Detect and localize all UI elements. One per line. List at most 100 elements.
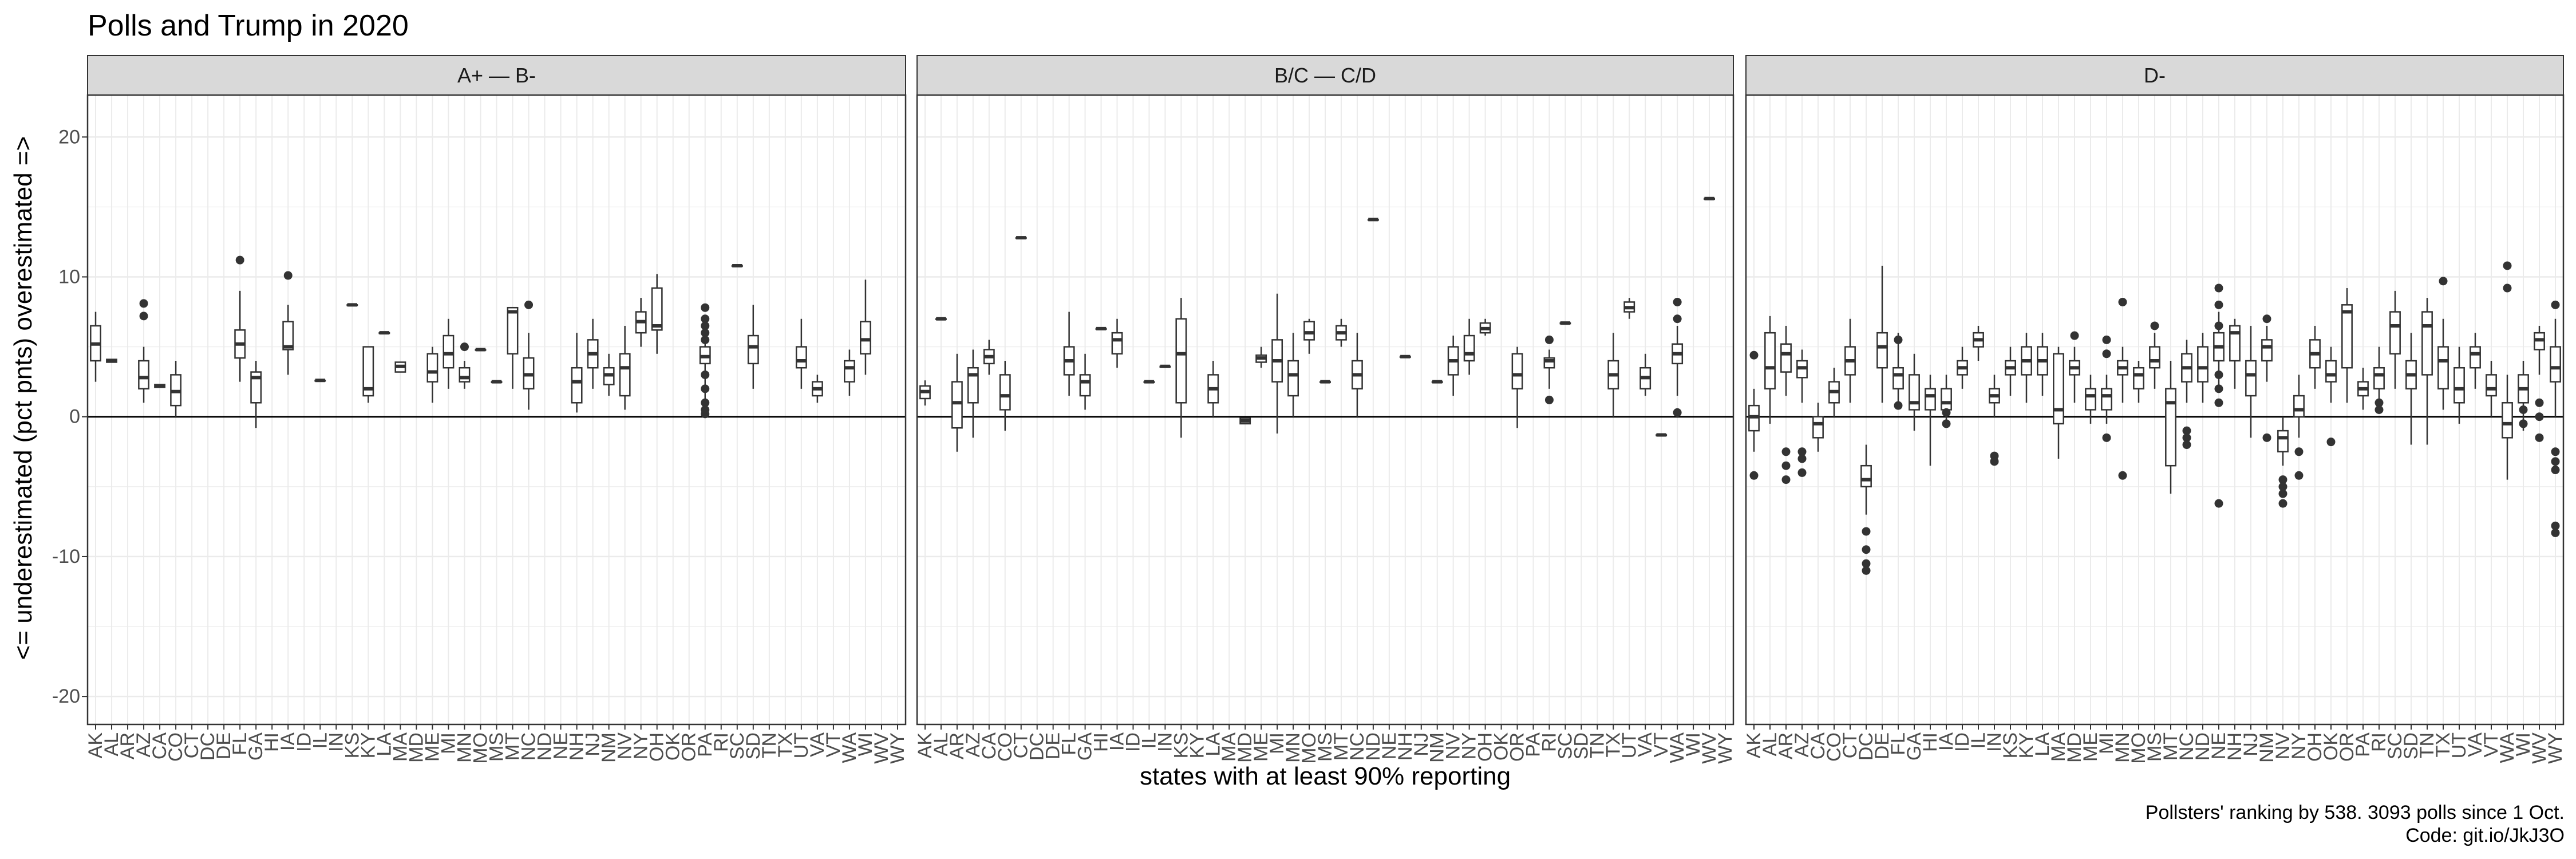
- x-tick-label-HI: HI: [1919, 732, 1941, 752]
- y-axis-label: <= underestimated (pct pnts) overestimat…: [9, 136, 37, 660]
- outlier-point: [1749, 350, 1759, 360]
- x-tick-label-LA: LA: [1202, 732, 1224, 756]
- box-iqr: [2373, 367, 2385, 390]
- box-iqr: [2277, 430, 2289, 453]
- box-iqr: [362, 346, 374, 397]
- outlier-point: [1797, 447, 1807, 456]
- x-tick-label-WV: WV: [871, 732, 892, 764]
- outlier-point: [2118, 471, 2127, 480]
- boxplot-MT: [2165, 361, 2176, 494]
- facet-strip-label: B/C — C/D: [1274, 64, 1376, 87]
- boxplot-MI: [1271, 293, 1283, 434]
- boxplot-UT: [795, 318, 807, 389]
- x-tick-label-CA: CA: [149, 732, 171, 760]
- box-iqr: [1893, 367, 1904, 390]
- boxplot-MI: [2101, 335, 2112, 442]
- outlier-point: [1673, 314, 1682, 324]
- boxplot-MO: [2133, 361, 2144, 403]
- boxplot-NV: [1447, 336, 1459, 396]
- x-tick-label-MS: MS: [486, 732, 508, 762]
- box-iqr: [2085, 388, 2096, 411]
- outlier-point: [139, 312, 148, 321]
- x-tick-label-IA: IA: [1107, 732, 1128, 751]
- facet-strip: [916, 55, 1734, 96]
- outlier-point: [1942, 419, 1951, 428]
- x-tick-label-AR: AR: [117, 732, 139, 759]
- outlier-point: [2278, 489, 2287, 498]
- x-tick-label-UT: UT: [2448, 732, 2470, 758]
- x-tick-label-GA: GA: [1074, 732, 1096, 761]
- box-iqr: [795, 346, 807, 369]
- boxplot-SD: [747, 305, 759, 389]
- x-tick-label-PA: PA: [1522, 732, 1544, 757]
- boxplot-KY: [2021, 333, 2032, 403]
- boxplot-OR: [2341, 288, 2353, 403]
- outlier-point: [1862, 566, 1871, 575]
- boxplot-AR: [951, 353, 963, 452]
- boxplot-MS: [2149, 321, 2160, 389]
- x-tick-label-WI: WI: [855, 732, 876, 756]
- outlier-point: [2182, 426, 2191, 435]
- boxplot-PA: [2357, 368, 2369, 410]
- box-iqr: [860, 321, 871, 355]
- x-tick-label-ND: ND: [1362, 732, 1384, 761]
- box-iqr: [1941, 388, 1952, 411]
- x-tick-label-UT: UT: [791, 732, 812, 758]
- boxplot-TN: [2421, 298, 2433, 445]
- box-iqr: [1780, 343, 1792, 373]
- box-iqr: [2261, 339, 2273, 362]
- outlier-point: [2551, 528, 2560, 537]
- boxplot-MA: [394, 361, 406, 373]
- facet-strip-label: D-: [2144, 64, 2166, 87]
- x-tick-label-OH: OH: [646, 732, 668, 762]
- box-iqr: [1079, 374, 1091, 397]
- x-tick-label-IA: IA: [1935, 732, 1957, 751]
- x-tick-label-HI: HI: [1091, 732, 1112, 752]
- x-tick-label-KS: KS: [2000, 732, 2021, 758]
- boxplot-FL: [1893, 333, 1904, 410]
- outlier-point: [701, 321, 710, 330]
- x-tick-label-KY: KY: [357, 732, 379, 758]
- outlier-point: [701, 335, 710, 344]
- boxplot-AL: [935, 317, 947, 321]
- x-tick-label-AK: AK: [914, 732, 936, 759]
- x-tick-label-KY: KY: [2016, 732, 2037, 758]
- x-tick-label-MS: MS: [1314, 732, 1336, 762]
- boxplot-IA: [1111, 318, 1123, 368]
- box-iqr: [1812, 416, 1824, 439]
- outlier-point: [1797, 454, 1807, 463]
- x-tick-label-AR: AR: [1775, 732, 1797, 759]
- x-tick-label-WI: WI: [1682, 732, 1704, 756]
- facet-panel-1: A+ — B-AKALARAZCACOCTDCDEFLGAHIIAIDILINK…: [85, 55, 908, 764]
- boxplot-NV: [2277, 416, 2289, 508]
- x-tick-label-MO: MO: [469, 732, 491, 764]
- boxplot-NM: [1431, 380, 1443, 384]
- outlier-point: [235, 255, 244, 265]
- boxplot-CA: [154, 384, 166, 388]
- outlier-point: [1781, 475, 1791, 484]
- box-iqr: [2470, 346, 2481, 369]
- y-tick-label: 20: [58, 126, 80, 148]
- x-tick-label-AZ: AZ: [1791, 732, 1813, 757]
- boxplot-NC: [523, 300, 535, 410]
- outlier-point: [2503, 283, 2512, 293]
- x-tick-label-NY: NY: [2288, 732, 2310, 759]
- x-tick-label-ME: ME: [1250, 732, 1272, 762]
- box-iqr: [442, 334, 455, 369]
- boxplot-AK: [919, 380, 931, 406]
- facet-strip: [87, 55, 906, 96]
- box-iqr: [2389, 311, 2401, 355]
- x-tick-label-IL: IL: [1967, 732, 1989, 748]
- outlier-point: [1894, 401, 1903, 410]
- x-tick-label-MT: MT: [1330, 732, 1352, 761]
- x-tick-label-CO: CO: [1823, 732, 1845, 762]
- boxplot-NY: [1463, 318, 1475, 375]
- x-tick-label-NJ: NJ: [1411, 732, 1432, 756]
- boxplot-AL: [1764, 316, 1776, 424]
- x-tick-label-MI: MI: [2096, 732, 2117, 754]
- x-tick-label-FL: FL: [1887, 732, 1909, 755]
- x-tick-label-NJ: NJ: [582, 732, 604, 756]
- x-tick-label-OR: OR: [1507, 732, 1528, 762]
- x-tick-label-VT: VT: [1650, 732, 1672, 757]
- outlier-point: [2374, 398, 2384, 407]
